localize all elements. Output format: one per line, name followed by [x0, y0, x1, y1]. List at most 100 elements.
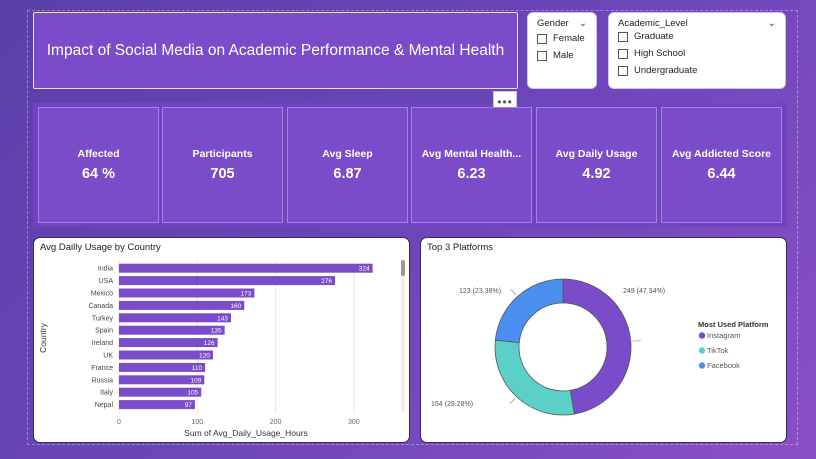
chevron-down-icon[interactable]: ⌄ — [767, 18, 776, 29]
kpi-label: Avg Sleep — [322, 148, 373, 160]
kpi-value: 4.92 — [582, 166, 611, 182]
report-title-card: Impact of Social Media on Academic Perfo… — [33, 12, 518, 89]
bar[interactable] — [119, 400, 195, 410]
category-label: Ireland — [92, 340, 114, 347]
bar[interactable] — [119, 387, 202, 397]
bar[interactable] — [119, 300, 245, 310]
bar-value-label: 143 — [217, 315, 228, 322]
legend-marker[interactable] — [698, 332, 706, 339]
bar[interactable] — [119, 288, 255, 298]
x-tick-label: 100 — [191, 419, 203, 426]
legend-marker[interactable] — [698, 347, 706, 354]
kpi-label: Affected — [77, 148, 120, 160]
gender-option-label: Male — [553, 50, 574, 61]
kpi-label: Avg Addicted Score — [672, 148, 771, 160]
bar[interactable] — [119, 362, 206, 372]
gender-slicer[interactable]: Gender ⌄ Female Male — [527, 12, 597, 89]
kpi-label: Avg Daily Usage — [555, 148, 638, 160]
bar-chart: 0 100 200 300 India 324 USA 276 Mexico 173 Canada 1… — [38, 260, 405, 438]
bar-value-label: 105 — [187, 390, 198, 397]
bar[interactable] — [119, 375, 205, 385]
kpi-card-participants: Participants 705 — [162, 107, 283, 223]
bar[interactable] — [119, 325, 225, 335]
kpi-value: 6.87 — [333, 166, 362, 182]
bar[interactable] — [119, 350, 213, 360]
donut-slice[interactable] — [494, 339, 575, 416]
gender-option-female[interactable]: Female — [537, 33, 587, 44]
bar-value-label: 120 — [199, 353, 210, 360]
donut-slice[interactable] — [494, 278, 564, 343]
legend-marker[interactable] — [698, 362, 706, 369]
category-label: Canada — [88, 303, 113, 310]
checkbox-icon[interactable] — [537, 50, 547, 61]
academic-option-high-school[interactable]: High School — [618, 48, 776, 59]
academic-option-undergraduate[interactable]: Undergraduate — [618, 65, 776, 76]
report-title: Impact of Social Media on Academic Perfo… — [46, 41, 505, 59]
bar-value-label: 126 — [204, 340, 215, 347]
kpi-card-avg-daily-usage: Avg Daily Usage 4.92 — [536, 107, 657, 223]
category-label: India — [98, 266, 113, 273]
leader-line — [510, 288, 517, 296]
bar-value-label: 135 — [211, 328, 222, 335]
kpi-value: 705 — [210, 166, 235, 182]
donut-chart: 249 (47.34%) 154 (29.28%) 123 (23.38%) Most… — [431, 278, 769, 416]
bar-value-label: 160 — [230, 303, 241, 310]
x-tick-label: 200 — [270, 419, 282, 426]
leader-line — [509, 397, 516, 405]
checkbox-icon[interactable] — [618, 48, 628, 59]
category-label: UK — [103, 353, 113, 360]
category-label: France — [91, 365, 113, 372]
academic-slicer-label: Academic_Level — [618, 18, 688, 29]
academic-option-label: Undergraduate — [634, 65, 698, 76]
category-label: Turkey — [92, 315, 114, 322]
x-tick-label: 300 — [348, 419, 360, 426]
chevron-down-icon[interactable]: ⌄ — [578, 18, 587, 29]
legend-title: Most Used Platform — [698, 320, 769, 329]
scrollbar-track[interactable] — [401, 260, 405, 412]
report-canvas-frame — [27, 10, 798, 445]
bar-value-label: 173 — [241, 291, 252, 298]
bar[interactable] — [119, 263, 373, 273]
checkbox-icon[interactable] — [537, 33, 547, 44]
kpi-label: Participants — [192, 148, 253, 160]
kpi-card-avg-mental-health: Avg Mental Health... 6.23 — [411, 107, 532, 223]
x-axis-label: Sum of Avg_Daily_Usage_Hours — [184, 428, 308, 438]
bar-value-label: 109 — [190, 377, 201, 384]
academic-option-label: High School — [634, 48, 686, 59]
y-axis-label: Country — [38, 322, 48, 353]
legend-entry[interactable]: Instagram — [707, 331, 740, 340]
kpi-card-avg-sleep: Avg Sleep 6.87 — [287, 107, 408, 223]
kpi-value: 6.44 — [707, 166, 736, 182]
gender-option-male[interactable]: Male — [537, 50, 587, 61]
academic-option-label: Graduate — [634, 31, 674, 42]
kpi-value: 6.23 — [457, 166, 486, 182]
top-platforms-panel[interactable]: Top 3 Platforms 249 (47.34%) 154 (29.28%)… — [420, 237, 787, 443]
academic-option-graduate[interactable]: Graduate — [618, 31, 776, 42]
kpi-card-avg-addicted-score: Avg Addicted Score 6.44 — [661, 107, 782, 223]
checkbox-icon[interactable] — [618, 31, 628, 42]
bar-chart-title: Avg Dailly Usage by Country — [40, 242, 161, 253]
category-label: Spain — [95, 328, 113, 335]
legend-entry[interactable]: Facebook — [707, 361, 740, 370]
bar[interactable] — [119, 276, 336, 286]
bar-value-label: 110 — [192, 365, 203, 372]
scrollbar-thumb[interactable] — [401, 260, 405, 276]
donut-chart-title: Top 3 Platforms — [427, 242, 493, 253]
checkbox-icon[interactable] — [618, 65, 628, 76]
bar[interactable] — [119, 313, 231, 323]
country-usage-panel[interactable]: Avg Dailly Usage by Country 0 100 200 300 In… — [33, 237, 410, 443]
kpi-value: 64 % — [81, 166, 116, 182]
bar[interactable] — [119, 338, 218, 348]
legend-entry[interactable]: TikTok — [707, 346, 729, 355]
donut-slice[interactable] — [562, 278, 632, 415]
academic-level-slicer[interactable]: Academic_Level ⌄ Graduate High School Un… — [608, 12, 786, 89]
category-label: Mexico — [91, 291, 113, 298]
bar-value-label: 276 — [321, 278, 332, 285]
category-label: Nepal — [95, 402, 114, 409]
gender-option-label: Female — [553, 33, 585, 44]
kpi-label: Avg Mental Health... — [421, 148, 522, 160]
x-tick-label: 0 — [117, 419, 121, 426]
slice-data-label: 123 (23.38%) — [459, 288, 501, 295]
gender-slicer-label: Gender — [537, 18, 569, 29]
category-label: USA — [99, 278, 114, 285]
